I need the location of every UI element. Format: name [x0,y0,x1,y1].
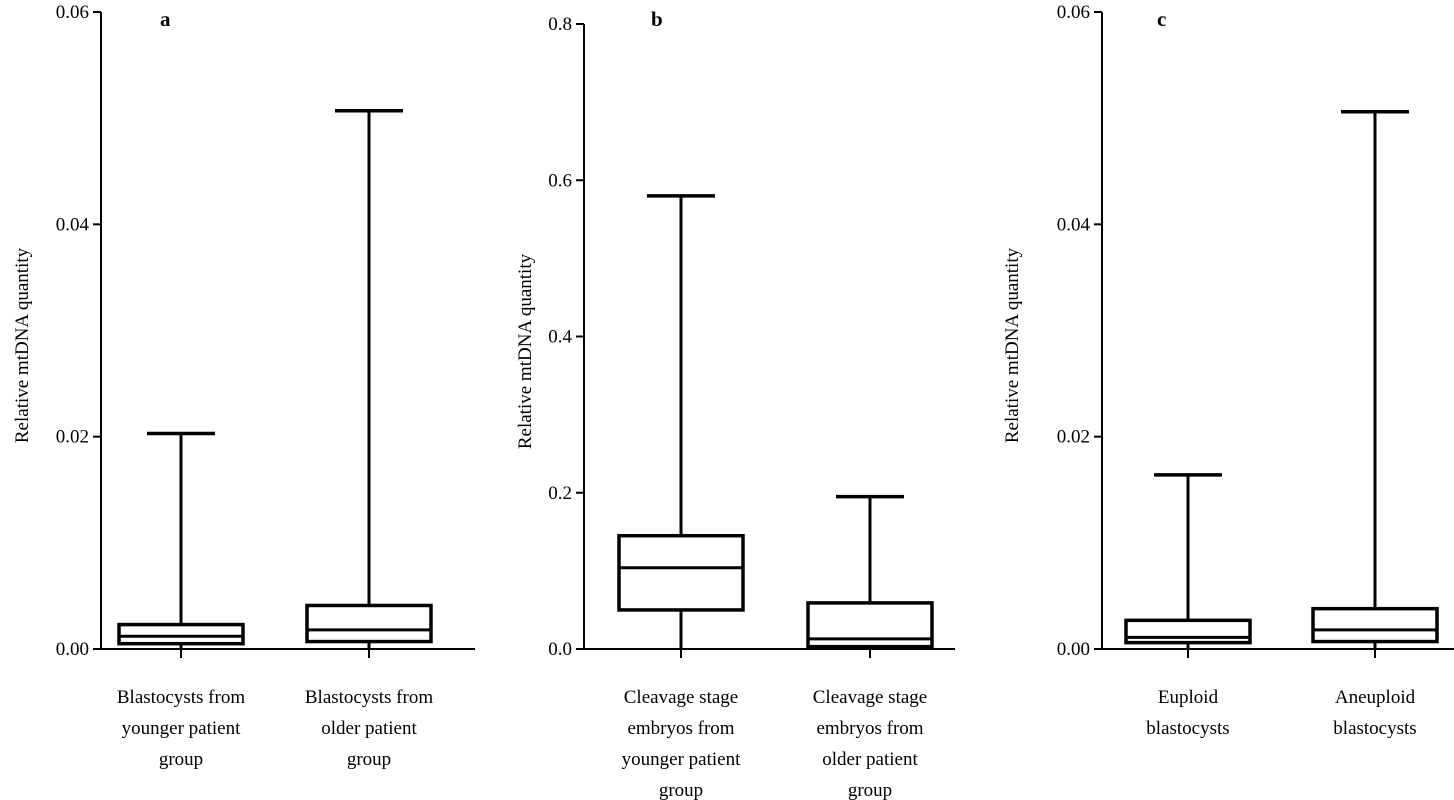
box-iqr [1311,606,1439,644]
box-1 [117,431,245,649]
category-label-line: blastocysts [1333,718,1416,739]
category-label: Cleavage stage embryos from older patient g… [813,687,927,800]
box-iqr [1124,618,1252,645]
y-tick-label: 0.02 [1057,427,1090,448]
category-label-line: Cleavage stage [813,687,927,708]
category-label-line: group [347,749,391,770]
y-tick-label: 0.02 [56,427,89,448]
y-axis-label: Relative mtDNA quantity [1002,247,1023,443]
category-label-line: embryos from [627,718,734,739]
box-iqr [305,603,433,644]
category-label-line: younger patient [122,718,241,739]
box-2 [806,494,934,649]
category-label-line: older patient [822,749,918,770]
box-2 [1311,110,1439,649]
y-tick-label: 0.00 [56,639,89,660]
y-axis-label: Relative mtDNA quantity [515,253,536,449]
y-tick-label: 0.06 [56,2,89,23]
category-label: Blastocysts from younger patient group [117,687,245,770]
category-label-line: blastocysts [1146,718,1229,739]
y-tick-label: 0.04 [56,214,90,235]
category-label: Euploid blastocysts [1146,687,1229,739]
category-label-line: group [659,780,703,800]
box-iqr [117,622,245,646]
y-tick-label: 0.0 [548,639,572,660]
box-2 [305,108,433,649]
category-label-line: group [159,749,203,770]
box-iqr [617,533,745,612]
category-label: Blastocysts from older patient group [305,687,433,770]
category-label-line: Blastocysts from [117,687,245,708]
panel-letter: b [651,7,663,31]
y-tick-label: 0.2 [548,483,572,504]
category-label-line: Aneuploid [1335,687,1416,708]
box-1 [617,194,745,649]
y-tick-label: 0.6 [548,170,572,191]
panel-letter: a [160,7,171,31]
y-axis-label: Relative mtDNA quantity [12,247,33,443]
panel-letter: c [1157,7,1166,31]
box-1 [1124,473,1252,649]
category-label-line: older patient [321,718,417,739]
y-tick-label: 0.00 [1057,639,1090,660]
category-label-line: group [848,780,892,800]
y-tick-label: 0.8 [548,14,572,35]
category-label: Aneuploid blastocysts [1333,687,1416,739]
panel-b: 0.0 0.2 0.4 0.6 0.8 b Relative mtDNA quantity C… [515,7,955,800]
category-label-line: younger patient [622,749,741,770]
category-label-line: embryos from [816,718,923,739]
category-label-line: Cleavage stage [624,687,738,708]
panel-a: 0.00 0.02 0.04 0.06 a Relative mtDNA quantity… [12,2,475,770]
category-label: Cleavage stage embryos from younger patien… [622,687,741,800]
category-label-line: Euploid [1158,687,1219,708]
panel-c: 0.00 0.02 0.04 0.06 c Relative mtDNA quantity… [1002,2,1454,739]
y-tick-label: 0.06 [1057,2,1090,23]
y-tick-label: 0.04 [1057,214,1091,235]
y-tick-label: 0.4 [548,327,572,348]
category-label-line: Blastocysts from [305,687,433,708]
